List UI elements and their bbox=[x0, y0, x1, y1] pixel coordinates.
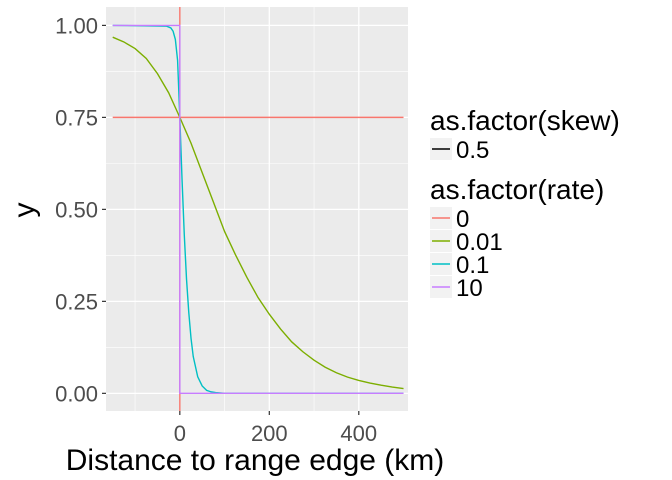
y-tick-label: 1.00 bbox=[55, 13, 98, 38]
x-tick-label: 0 bbox=[174, 421, 186, 446]
series-line-rate-10 bbox=[112, 24, 404, 395]
y-tick-label: 0.75 bbox=[55, 105, 98, 130]
series-lines bbox=[112, 24, 404, 395]
legend-label: 0.1 bbox=[456, 252, 489, 279]
legend-label: 0.5 bbox=[456, 137, 489, 164]
series-line-rate-0.01 bbox=[112, 36, 404, 390]
y-tick-label: 0.00 bbox=[55, 381, 98, 406]
legend-label: 0.01 bbox=[456, 229, 503, 256]
legend: as.factor(skew)0.5 as.factor(rate)00.010.… bbox=[430, 105, 620, 302]
y-tick-label: 0.25 bbox=[55, 289, 98, 314]
legend-title: as.factor(skew) bbox=[430, 105, 620, 136]
legend-label: 10 bbox=[456, 275, 483, 302]
legend-title: as.factor(rate) bbox=[430, 174, 604, 205]
axis-ticks bbox=[102, 24, 360, 415]
y-tick-label: 0.50 bbox=[55, 197, 98, 222]
x-axis-title: Distance to range edge (km) bbox=[66, 444, 445, 477]
x-tick-label: 400 bbox=[340, 421, 377, 446]
legend-label: 0 bbox=[456, 206, 469, 233]
x-tick-label: 200 bbox=[251, 421, 288, 446]
y-axis: 0.00 0.25 0.50 0.75 1.00 bbox=[55, 13, 98, 406]
series-line-rate-0.1 bbox=[112, 24, 404, 395]
y-axis-title: y bbox=[8, 203, 41, 218]
x-axis: 0 200 400 bbox=[174, 421, 377, 446]
